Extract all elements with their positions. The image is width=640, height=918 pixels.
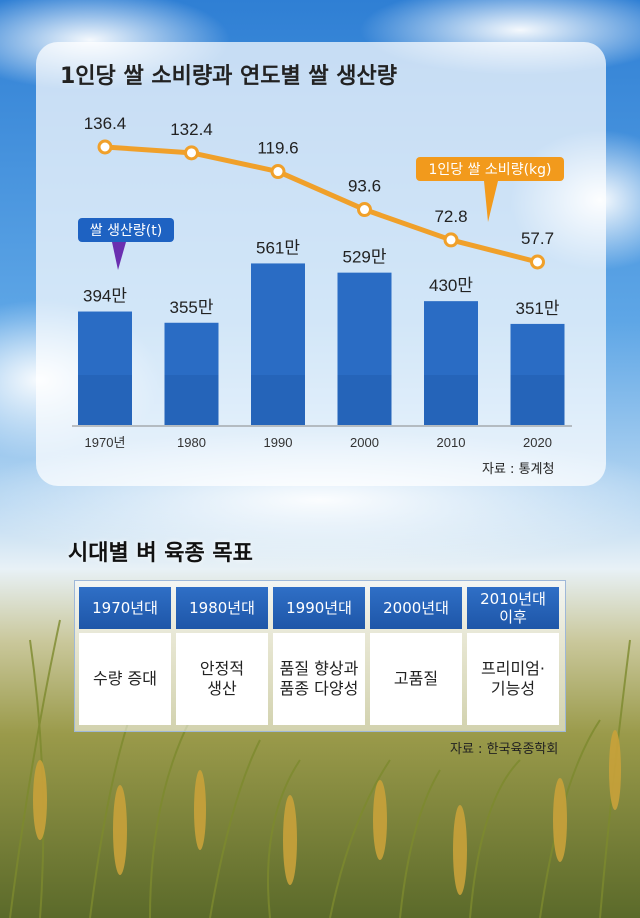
line-point <box>270 164 286 180</box>
era-goal: 수량 증대 <box>79 633 171 725</box>
era-goal: 고품질 <box>370 633 462 725</box>
bar-data-label: 430만 <box>429 276 473 295</box>
breeding-goals-title: 시대별 벼 육종 목표 <box>68 541 253 566</box>
era-header: 1970년대 <box>79 587 171 629</box>
line-point <box>530 254 545 270</box>
line-point <box>443 232 459 248</box>
line-data-label: 93.6 <box>348 177 381 196</box>
x-tick-label: 2010 <box>437 435 466 450</box>
bar-legend-box <box>78 218 174 242</box>
era-goal: 품질 향상과 품종 다양성 <box>273 633 365 725</box>
chart-source: 자료 : 통계청 <box>482 462 555 477</box>
bar-data-label: 355만 <box>169 298 213 317</box>
line-data-label: 57.7 <box>521 229 554 248</box>
x-tick-label: 1970년 <box>85 435 126 450</box>
line-point <box>357 202 372 218</box>
bar-shade <box>78 375 132 425</box>
line-point <box>184 145 199 161</box>
line-data-label: 119.6 <box>257 139 298 158</box>
x-tick-label: 2000 <box>350 435 379 450</box>
bar-shade <box>251 375 305 425</box>
bar <box>424 301 478 425</box>
era-header: 2010년대 이후 <box>467 587 559 629</box>
line-legend-pointer <box>484 181 498 222</box>
bar <box>251 263 305 425</box>
line-data-label: 72.8 <box>434 207 467 226</box>
era-goal: 안정적 생산 <box>176 633 268 725</box>
x-tick-label: 1990 <box>264 435 293 450</box>
x-tick-label: 1980 <box>177 435 206 450</box>
bar-shade <box>337 375 392 425</box>
chart-title: 1인당 쌀 소비량과 연도별 쌀 생산량 <box>60 64 397 89</box>
bar-data-label: 351만 <box>515 299 559 318</box>
bar <box>164 322 219 425</box>
rice-chart: 394만 1970년 355만 1980 561만 1990 529만 2000 430만 201… <box>72 114 572 450</box>
table-source: 자료 : 한국육종학회 <box>450 742 559 757</box>
era-header: 1990년대 <box>273 587 365 629</box>
bar <box>510 323 565 425</box>
line-data-label: 136.4 <box>84 114 127 133</box>
era-header: 1980년대 <box>176 587 268 629</box>
bar-data-label: 561만 <box>256 238 300 257</box>
line-point <box>97 139 113 155</box>
breeding-goals-table: 1970년대 수량 증대 1980년대 안정적 생산 1990년대 품질 향상과… <box>74 580 566 732</box>
bar-shade <box>424 375 478 425</box>
era-header: 2000년대 <box>370 587 462 629</box>
consumption-line <box>104 144 539 265</box>
bar-shade <box>510 375 565 425</box>
line-legend-box <box>416 157 564 181</box>
bar-legend-label: 쌀 생산량(t) <box>90 223 162 239</box>
bar-shade <box>164 375 219 425</box>
line-data-label: 132.4 <box>170 120 213 139</box>
bar-data-label: 529만 <box>342 248 386 267</box>
bar-data-label: 394만 <box>83 287 127 306</box>
bar <box>337 272 392 425</box>
bar-legend-pointer <box>112 242 126 270</box>
era-goal: 프리미엄· 기능성 <box>467 633 559 725</box>
line-legend-label: 1인당 쌀 소비량(kg) <box>428 162 551 178</box>
x-tick-label: 2020 <box>523 435 552 450</box>
bar <box>78 311 132 425</box>
